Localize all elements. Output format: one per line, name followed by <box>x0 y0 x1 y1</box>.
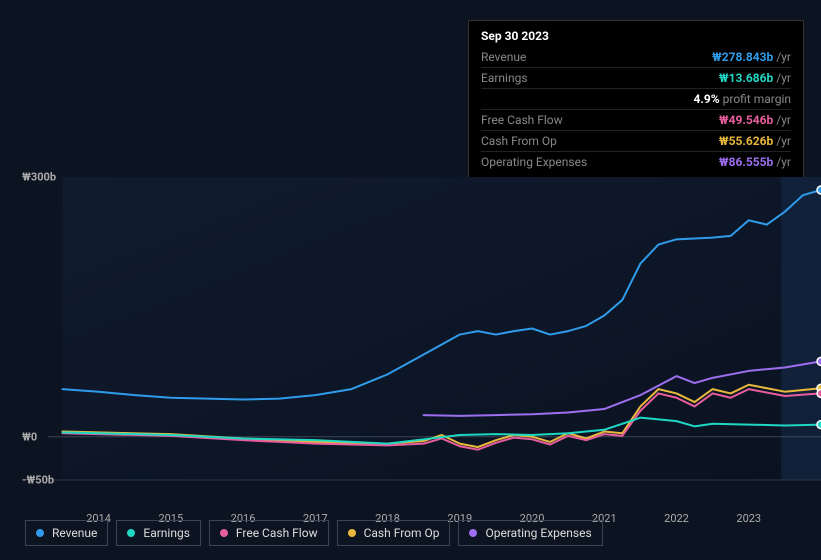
tooltip-date: Sep 30 2023 <box>481 29 791 47</box>
tooltip-value: ₩55.626b/yr <box>719 134 791 148</box>
tooltip-value: 4.9%profit margin <box>694 92 792 106</box>
legend: Revenue Earnings Free Cash Flow Cash From O… <box>25 520 603 546</box>
y-axis-label: ₩0 <box>22 430 37 443</box>
tooltip-value: ₩13.686b/yr <box>719 71 791 85</box>
legend-label: Free Cash Flow <box>236 526 318 540</box>
legend-item-cash-from-op[interactable]: Cash From Op <box>337 520 451 546</box>
x-axis-label: 2023 <box>736 512 761 525</box>
legend-dot-icon <box>36 529 44 537</box>
legend-label: Operating Expenses <box>485 526 591 540</box>
tooltip-label: Revenue <box>481 50 526 64</box>
tooltip-row: 4.9%profit margin <box>481 88 791 109</box>
tooltip-row: Revenue ₩278.843b/yr <box>481 47 791 67</box>
legend-item-free-cash-flow[interactable]: Free Cash Flow <box>209 520 329 546</box>
tooltip-row: Earnings ₩13.686b/yr <box>481 67 791 88</box>
x-axis-label: 2022 <box>664 512 689 525</box>
y-axis-label: -₩50b <box>22 474 54 487</box>
tooltip-label: Cash From Op <box>481 134 557 148</box>
tooltip-row: Free Cash Flow ₩49.546b/yr <box>481 109 791 130</box>
y-axis-label: ₩300b <box>22 171 56 184</box>
tooltip-row: Cash From Op ₩55.626b/yr <box>481 130 791 151</box>
legend-label: Revenue <box>52 526 97 540</box>
legend-item-operating-expenses[interactable]: Operating Expenses <box>458 520 602 546</box>
legend-dot-icon <box>348 529 356 537</box>
tooltip-value: ₩278.843b/yr <box>712 50 791 64</box>
tooltip-value: ₩49.546b/yr <box>719 113 791 127</box>
legend-dot-icon <box>220 529 228 537</box>
legend-label: Cash From Op <box>364 526 440 540</box>
legend-dot-icon <box>127 529 135 537</box>
legend-label: Earnings <box>143 526 190 540</box>
legend-item-earnings[interactable]: Earnings <box>116 520 201 546</box>
legend-item-revenue[interactable]: Revenue <box>25 520 108 546</box>
tooltip-label: Free Cash Flow <box>481 113 563 127</box>
legend-dot-icon <box>469 529 477 537</box>
chart-area <box>15 155 821 500</box>
tooltip-label: Earnings <box>481 71 528 85</box>
line-chart[interactable] <box>15 155 821 500</box>
